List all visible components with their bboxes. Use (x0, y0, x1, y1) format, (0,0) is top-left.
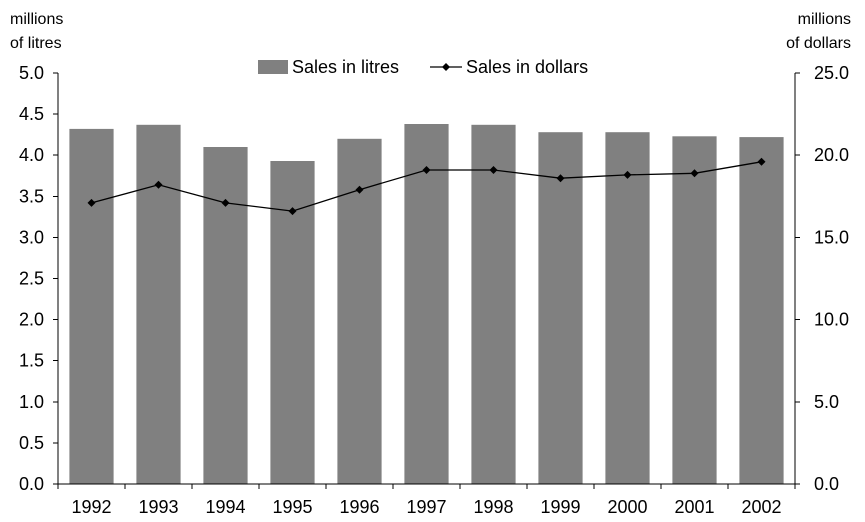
right-tick-label: 20.0 (814, 145, 849, 165)
right-axis-ticks: 0.0 5.0 10.0 15.0 20.0 25.0 (795, 63, 849, 494)
bar-2002 (739, 137, 784, 484)
line-series-dollars (87, 157, 766, 216)
left-tick-label: 1.5 (19, 351, 44, 371)
left-tick-label: 3.0 (19, 227, 44, 247)
bar-1994 (203, 147, 248, 484)
bar-2000 (605, 132, 650, 484)
left-tick-label: 5.0 (19, 63, 44, 83)
left-axis-ticks: 0.0 0.5 1.0 1.5 2.0 2.5 3.0 3.5 4.0 4.5 5.0 (19, 63, 58, 494)
left-tick-label: 1.0 (19, 392, 44, 412)
x-tick-label-2001: 2001 (674, 497, 714, 517)
legend-swatch-litres (258, 60, 288, 74)
right-axis-unit-line1: millions (798, 11, 851, 28)
x-tick-label-1993: 1993 (138, 497, 178, 517)
dollars-point-2002 (757, 157, 766, 166)
right-tick-label: 5.0 (814, 392, 839, 412)
left-tick-label: 2.0 (19, 310, 44, 330)
legend-label-dollars: Sales in dollars (466, 57, 588, 77)
x-tick-label-1998: 1998 (473, 497, 513, 517)
x-tick-label-2000: 2000 (607, 497, 647, 517)
left-tick-label: 0.0 (19, 474, 44, 494)
x-tick-label-1995: 1995 (272, 497, 312, 517)
x-tick-label-1994: 1994 (205, 497, 245, 517)
legend: Sales in litres Sales in dollars (258, 57, 588, 77)
x-tick-label-2002: 2002 (741, 497, 781, 517)
right-tick-label: 0.0 (814, 474, 839, 494)
right-axis-unit-line2: of dollars (786, 35, 851, 52)
legend-marker-dollars (442, 63, 450, 71)
left-axis-unit-line2: of litres (10, 35, 62, 52)
left-tick-label: 0.5 (19, 433, 44, 453)
dollars-point-1999 (556, 174, 565, 183)
left-tick-label: 4.0 (19, 145, 44, 165)
dollars-point-1992 (87, 198, 96, 207)
x-axis-ticks: 1992 1993 1994 1995 1996 1997 1998 1999 2000 2001… (57, 484, 796, 517)
x-tick-label-1996: 1996 (339, 497, 379, 517)
left-tick-label: 2.5 (19, 269, 44, 289)
dollars-point-1994 (221, 198, 230, 207)
bar-1997 (404, 124, 449, 484)
bar-1999 (538, 132, 583, 484)
dollars-point-1993 (154, 180, 163, 189)
bar-1998 (471, 124, 516, 485)
x-tick-label-1992: 1992 (71, 497, 111, 517)
right-tick-label: 25.0 (814, 63, 849, 83)
right-tick-label: 10.0 (814, 310, 849, 330)
dollars-point-2001 (690, 169, 699, 178)
x-tick-label-1997: 1997 (406, 497, 446, 517)
dollars-point-1998 (489, 166, 498, 174)
bar-1993 (136, 124, 181, 485)
left-tick-label: 4.5 (19, 104, 44, 124)
dollars-point-1997 (422, 166, 431, 174)
right-tick-label: 15.0 (814, 227, 849, 247)
bar-series-litres (69, 124, 784, 485)
dollars-point-1996 (355, 185, 364, 194)
legend-label-litres: Sales in litres (292, 57, 399, 77)
x-tick-label-1999: 1999 (540, 497, 580, 517)
dollars-point-1995 (288, 207, 297, 216)
bar-2001 (672, 136, 717, 485)
bar-1996 (337, 138, 382, 485)
left-tick-label: 3.5 (19, 186, 44, 206)
left-axis-unit-line1: millions (10, 11, 63, 28)
bar-1992 (69, 128, 114, 484)
dollars-point-2000 (623, 170, 632, 179)
